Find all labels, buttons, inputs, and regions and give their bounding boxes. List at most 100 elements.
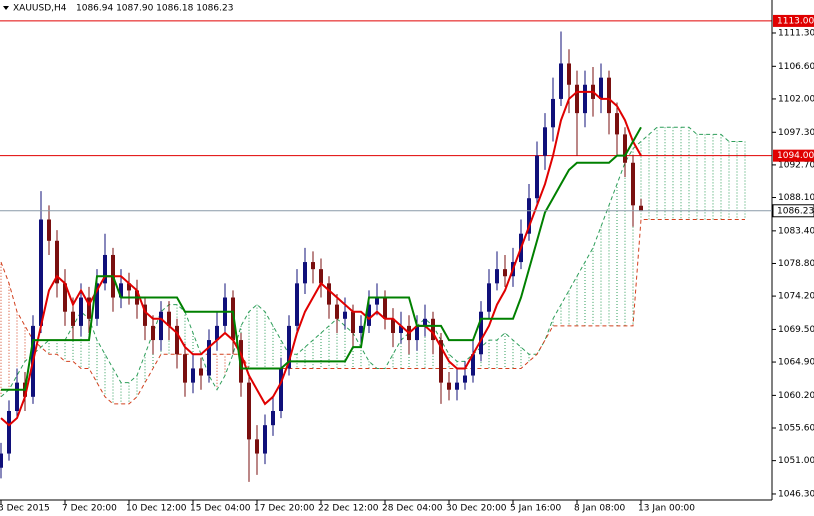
plot-area bbox=[0, 20, 772, 482]
candle-body bbox=[199, 368, 203, 376]
candle-body bbox=[119, 283, 123, 298]
x-tick-label: 8 Jan 08:00 bbox=[574, 504, 626, 514]
candle-body bbox=[311, 262, 315, 270]
collapse-icon[interactable] bbox=[3, 6, 9, 10]
y-tick-label: 1055.60 bbox=[778, 424, 814, 434]
y-tick-label: 1083.40 bbox=[778, 226, 814, 236]
candle-body bbox=[343, 311, 347, 319]
y-tick-label: 1102.00 bbox=[778, 94, 814, 104]
senkou-span-b bbox=[0, 219, 745, 405]
x-tick-label: 13 Jan 00:00 bbox=[638, 504, 695, 514]
x-tick-label: 5 Jan 16:00 bbox=[510, 504, 562, 514]
candle-body bbox=[271, 410, 275, 426]
candle-body bbox=[471, 354, 475, 376]
x-tick-label: 10 Dec 12:00 bbox=[126, 504, 187, 514]
candle-body bbox=[599, 77, 603, 99]
candle-body bbox=[15, 382, 19, 411]
level-tag bbox=[773, 149, 814, 162]
senkou-span-a bbox=[0, 126, 745, 398]
candle-body bbox=[127, 283, 131, 291]
y-tick-label: 1106.60 bbox=[778, 62, 814, 72]
candle-body bbox=[463, 375, 467, 383]
candle-body bbox=[535, 155, 539, 199]
y-tick-label: 1111.30 bbox=[778, 28, 814, 38]
level-label: 1094.00 bbox=[777, 151, 814, 161]
candle-body bbox=[295, 283, 299, 326]
candle-body bbox=[527, 198, 531, 234]
candle-body bbox=[255, 439, 259, 454]
candle-body bbox=[335, 304, 339, 319]
y-tick-label: 1092.70 bbox=[778, 160, 814, 170]
level-tag bbox=[773, 14, 814, 27]
x-tick-label: 15 Dec 04:00 bbox=[190, 504, 251, 514]
candle-body bbox=[583, 84, 587, 114]
candle-body bbox=[319, 269, 323, 284]
candle-body bbox=[103, 254, 107, 284]
candle-body bbox=[479, 311, 483, 355]
candle-body bbox=[503, 269, 507, 277]
candle-body bbox=[167, 311, 171, 326]
candle-body bbox=[247, 382, 251, 440]
candle-body bbox=[415, 325, 419, 341]
x-tick-label: 7 Dec 20:00 bbox=[62, 504, 117, 514]
candle-body bbox=[367, 304, 371, 326]
y-tick-label: 1078.80 bbox=[778, 259, 814, 269]
candle-body bbox=[79, 297, 83, 326]
candle-body bbox=[71, 311, 75, 326]
candle-body bbox=[87, 297, 91, 319]
candle-body bbox=[303, 262, 307, 284]
candle-body bbox=[263, 425, 267, 454]
candle-body bbox=[7, 410, 11, 454]
candle-body bbox=[487, 283, 491, 312]
candle-body bbox=[383, 297, 387, 319]
quote: 1086.94 1087.90 1086.18 1086.23 bbox=[76, 4, 233, 14]
y-tick-label: 1064.90 bbox=[778, 358, 814, 368]
indicator-line bbox=[1, 126, 642, 391]
candle-body bbox=[55, 240, 59, 284]
y-tick-label: 1074.20 bbox=[778, 292, 814, 302]
candle-body bbox=[159, 311, 163, 341]
x-tick-label: 22 Dec 12:00 bbox=[318, 504, 379, 514]
candle-body bbox=[615, 113, 619, 135]
symbol: XAUUSD,H4 bbox=[13, 4, 67, 14]
current-price-label: 1086.23 bbox=[777, 206, 814, 216]
candle-body bbox=[399, 325, 403, 333]
candle-body bbox=[351, 311, 355, 333]
candle-body bbox=[143, 304, 147, 326]
candle-body bbox=[0, 453, 3, 468]
y-tick-label: 1060.20 bbox=[778, 391, 814, 401]
candle-body bbox=[431, 318, 435, 341]
candle-body bbox=[439, 340, 443, 383]
candle-body bbox=[327, 283, 331, 305]
candle-body bbox=[559, 63, 563, 99]
candle-body bbox=[175, 325, 179, 355]
y-tick-label: 1051.00 bbox=[778, 456, 814, 466]
candle-body bbox=[95, 283, 99, 319]
candle-body bbox=[207, 340, 211, 376]
candle-body bbox=[639, 205, 643, 211]
candle-body bbox=[375, 297, 379, 305]
candle-body bbox=[183, 354, 187, 383]
y-tick-label: 1097.30 bbox=[778, 128, 814, 138]
candle-body bbox=[447, 382, 451, 390]
candle-body bbox=[495, 269, 499, 284]
candle-body bbox=[567, 63, 571, 85]
candle-body bbox=[287, 325, 291, 369]
candle-body bbox=[39, 219, 43, 326]
current-price-tag bbox=[772, 204, 814, 218]
candle-body bbox=[623, 134, 627, 163]
y-tick-label: 1069.50 bbox=[778, 325, 814, 335]
level-label: 1113.00 bbox=[777, 16, 814, 26]
candle-body bbox=[455, 382, 459, 390]
candle-body bbox=[191, 368, 195, 383]
candle-body bbox=[151, 325, 155, 341]
x-tick-label: 3 Dec 2015 bbox=[0, 504, 50, 514]
candle-body bbox=[631, 162, 635, 206]
candle-body bbox=[607, 77, 611, 114]
candle-body bbox=[47, 219, 51, 241]
x-tick-label: 17 Dec 20:00 bbox=[254, 504, 315, 514]
candle-body bbox=[359, 325, 363, 333]
candle-body bbox=[391, 318, 395, 333]
